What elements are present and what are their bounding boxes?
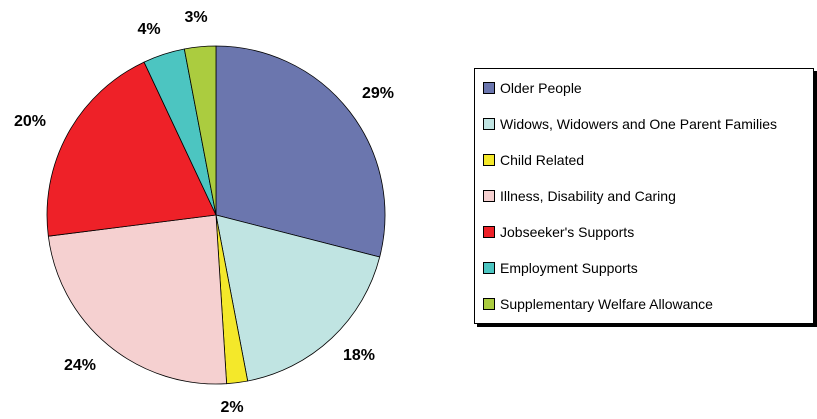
legend-item-swa: Supplementary Welfare Allowance	[483, 294, 713, 314]
pie-slice-swa	[183, 45, 217, 216]
legend-label-older-people: Older People	[500, 80, 582, 96]
legend-swatch-jobseekers	[483, 226, 495, 238]
legend-item-older-people: Older People	[483, 78, 582, 98]
legend-swatch-widows	[483, 118, 495, 130]
legend-swatch-swa	[483, 298, 495, 310]
legend-swatch-illness	[483, 190, 495, 202]
legend-item-employment: Employment Supports	[483, 258, 638, 278]
legend-label-employment: Employment Supports	[500, 260, 638, 276]
legend-label-illness: Illness, Disability and Caring	[500, 188, 676, 204]
legend-swatch-employment	[483, 262, 495, 274]
data-label-illness: 24%	[64, 357, 96, 374]
data-label-employment: 4%	[137, 21, 160, 38]
legend-swatch-child-related	[483, 154, 495, 166]
legend: Older People Widows, Widowers and One Pa…	[474, 68, 814, 324]
data-label-older-people: 29%	[362, 85, 394, 102]
legend-item-child-related: Child Related	[483, 150, 584, 170]
pie-slice-jobseekers	[46, 61, 217, 237]
legend-label-jobseekers: Jobseeker's Supports	[500, 224, 635, 240]
legend-item-widows: Widows, Widowers and One Parent Families	[483, 114, 777, 134]
legend-item-jobseekers: Jobseeker's Supports	[483, 222, 634, 242]
pie-slice-widows	[215, 214, 381, 382]
legend-label-swa: Supplementary Welfare Allowance	[500, 296, 713, 312]
data-label-jobseekers: 20%	[14, 113, 46, 130]
data-label-child-related: 2%	[220, 399, 243, 416]
legend-label-widows: Widows, Widowers and One Parent Families	[500, 116, 777, 132]
data-label-swa: 3%	[184, 9, 207, 26]
pie-slice-illness	[47, 214, 228, 385]
data-label-widows: 18%	[343, 347, 375, 364]
pie-slice-older-people	[215, 45, 386, 258]
legend-swatch-older-people	[483, 82, 495, 94]
legend-label-child-related: Child Related	[500, 152, 585, 168]
legend-item-illness: Illness, Disability and Caring	[483, 186, 676, 206]
